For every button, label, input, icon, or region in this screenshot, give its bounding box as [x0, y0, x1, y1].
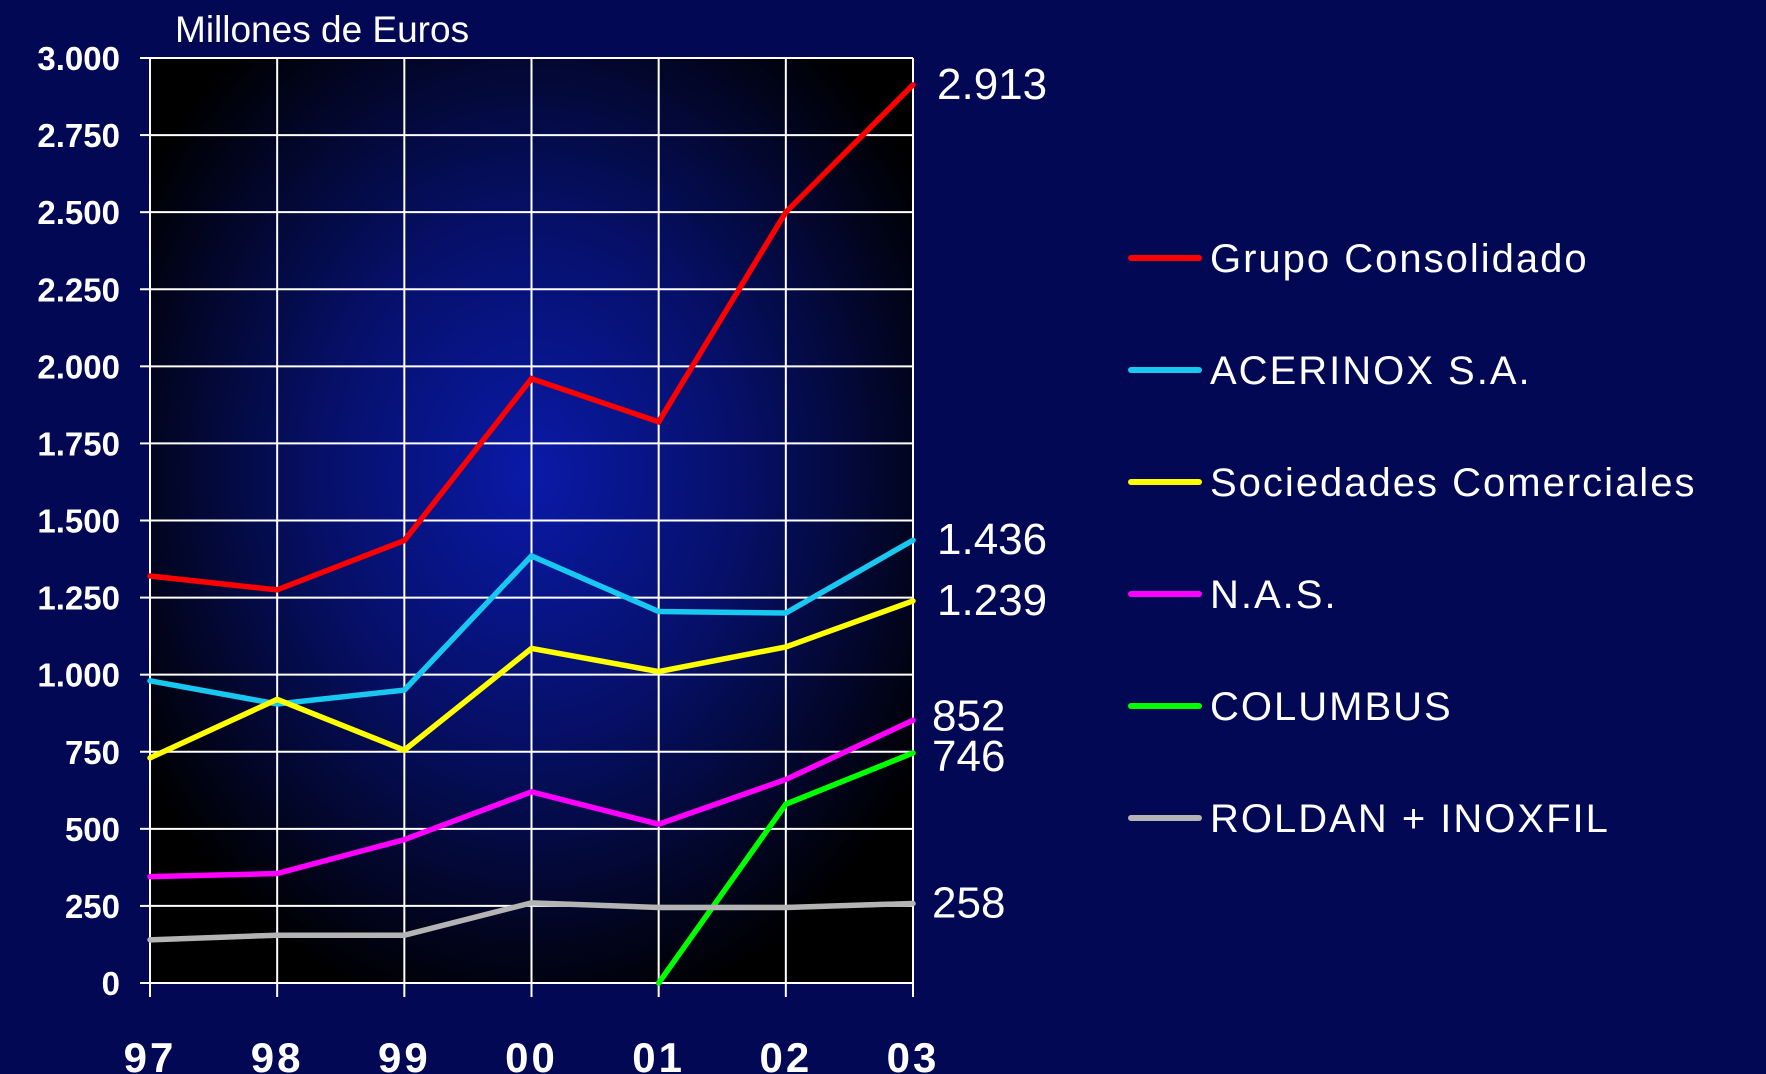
y-tick-label: 1.250	[37, 580, 120, 617]
series-line	[147, 82, 916, 593]
y-tick-label: 500	[65, 811, 120, 848]
legend-label: ACERINOX S.A.	[1210, 349, 1532, 393]
end-value-label: 746	[932, 732, 1005, 781]
x-tick-label: 02	[759, 1034, 812, 1074]
y-tick-label: 1.750	[37, 425, 120, 462]
y-tick-label: 2.750	[37, 117, 120, 154]
series-lines	[147, 82, 916, 986]
y-tick-label: 2.000	[37, 348, 120, 385]
y-tick-label: 250	[65, 888, 120, 925]
x-tick-label: 00	[505, 1034, 558, 1074]
end-value-label: 852	[932, 691, 1005, 740]
legend-label: ROLDAN + INOXFIL	[1210, 797, 1610, 841]
y-tick-label: 2.250	[37, 271, 120, 308]
y-tick-label: 1.500	[37, 503, 120, 540]
series-line	[655, 750, 916, 986]
legend-label: Sociedades Comerciales	[1210, 461, 1696, 505]
end-value-label: 1.239	[937, 576, 1047, 625]
series-line	[147, 598, 916, 761]
series-line	[147, 717, 916, 880]
x-tick-label: 01	[632, 1034, 685, 1074]
y-tick-label: 2.500	[37, 194, 120, 231]
legend-label: COLUMBUS	[1210, 685, 1453, 729]
y-tick-label: 750	[65, 734, 120, 771]
series-line	[147, 537, 916, 707]
x-tick-label: 97	[124, 1034, 177, 1074]
end-value-label: 2.913	[937, 60, 1047, 109]
legend: Grupo Consolidado ACERINOX S.A. Sociedades…	[1128, 237, 1696, 841]
x-tick-label: 99	[378, 1034, 431, 1074]
axes: 0 250 500 750 1.000 1.250 1.500 1.750 2.000 2.250…	[37, 40, 940, 1074]
legend-label: Grupo Consolidado	[1210, 237, 1589, 281]
x-tick-label: 03	[887, 1034, 940, 1074]
end-value-label: 1.436	[937, 515, 1047, 564]
y-axis-title: Millones de Euros	[175, 9, 469, 50]
y-tick-label: 0	[102, 965, 120, 1002]
legend-label: N.A.S.	[1210, 573, 1338, 617]
y-tick-label: 1.000	[37, 657, 120, 694]
series-line	[147, 900, 916, 943]
y-tick-label: 3.000	[37, 40, 120, 77]
x-tick-label: 98	[251, 1034, 304, 1074]
end-value-label: 258	[932, 878, 1005, 927]
